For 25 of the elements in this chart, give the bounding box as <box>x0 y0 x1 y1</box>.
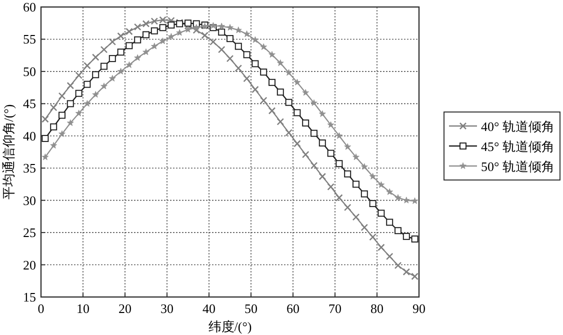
x-tick-label: 0 <box>38 301 44 316</box>
x-tick-label: 80 <box>370 301 384 316</box>
y-tick-label: 30 <box>23 192 36 208</box>
y-tick-label: 35 <box>23 160 36 176</box>
legend-label: 40° 轨道倾角 <box>481 119 554 134</box>
x-tick-label: 40 <box>202 301 216 316</box>
x-tick-label: 70 <box>328 301 342 316</box>
y-tick-label: 25 <box>23 225 36 240</box>
y-axis-title: 平均通信仰角/(°) <box>1 104 16 200</box>
x-tick-label: 60 <box>286 301 300 316</box>
x-axis-title: 纬度/(°) <box>208 319 252 334</box>
x-tick-label: 20 <box>118 301 132 316</box>
y-tick-label: 40 <box>23 128 36 144</box>
y-tick-label: 45 <box>23 96 36 112</box>
y-tick-label: 15 <box>23 290 36 304</box>
y-tick-label: 20 <box>23 257 36 272</box>
y-tick-label: 60 <box>23 0 36 14</box>
y-tick-label: 50 <box>23 64 36 79</box>
x-tick-label: 30 <box>160 301 174 316</box>
x-tick-label: 10 <box>76 301 90 316</box>
legend-label: 45° 轨道倾角 <box>481 139 554 154</box>
y-tick-label: 55 <box>23 32 36 47</box>
legend-label: 50° 轨道倾角 <box>481 159 554 174</box>
x-tick-label: 90 <box>412 301 426 316</box>
x-tick-label: 50 <box>244 301 258 316</box>
